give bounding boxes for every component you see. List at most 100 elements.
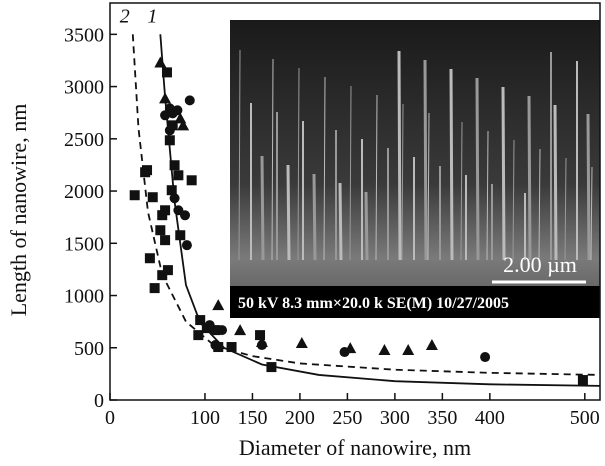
circle-point — [204, 320, 215, 331]
x-tick-label: 150 — [237, 407, 267, 429]
square-point — [155, 225, 166, 236]
x-tick-label: 400 — [475, 407, 505, 429]
sem-inset: 2.00 µm 50 kV 8.3 mm×20.0 k SE(M) 10/27/… — [230, 20, 600, 318]
square-point — [162, 265, 173, 276]
triangle-point — [177, 119, 190, 131]
fit-curve — [131, 34, 601, 376]
wire — [401, 103, 404, 261]
y-tick-label: 500 — [74, 338, 104, 360]
square-point — [157, 270, 168, 281]
circle-point — [169, 193, 180, 204]
wire — [475, 77, 480, 261]
curve-label: 2 — [120, 5, 130, 27]
wire — [260, 155, 265, 261]
caption: 50 kV 8.3 mm×20.0 k SE(M) 10/27/2005 — [238, 295, 509, 312]
wire — [553, 104, 558, 261]
scale-label: 2.00 µm — [503, 252, 577, 277]
wire — [427, 112, 430, 261]
circle-point — [164, 125, 175, 136]
wire — [460, 121, 463, 261]
square-point — [195, 315, 206, 326]
wire — [323, 76, 326, 261]
x-tick-label: 500 — [570, 407, 600, 429]
wire — [338, 182, 343, 261]
circle-point — [184, 95, 195, 106]
triangle-point — [212, 299, 225, 311]
square-point — [167, 120, 178, 131]
wire — [397, 50, 402, 261]
y-tick-label: 1000 — [64, 286, 104, 308]
wire — [312, 173, 317, 261]
square-point — [193, 330, 204, 341]
wire — [286, 164, 291, 261]
circle-point — [217, 325, 228, 336]
x-axis-label: Diameter of nanowire, nm — [239, 435, 471, 460]
wire — [564, 157, 567, 261]
y-axis-label: Length of nanowire, nm — [6, 104, 31, 317]
triangle-point — [295, 337, 308, 349]
wire — [538, 148, 541, 261]
square-point — [149, 283, 160, 294]
square-point — [142, 165, 153, 176]
square-point — [147, 192, 158, 203]
wire — [375, 94, 378, 261]
wire — [512, 139, 515, 261]
wire — [297, 67, 300, 261]
square-point — [129, 190, 140, 201]
triangle-point — [378, 344, 391, 356]
square-point — [169, 160, 180, 171]
wire — [364, 191, 369, 261]
circle-point — [181, 240, 192, 251]
triangle-point — [154, 56, 167, 68]
wire — [238, 49, 241, 261]
y-tick-label: 3500 — [64, 24, 104, 46]
curve-label: 1 — [147, 5, 157, 27]
wire — [423, 59, 428, 261]
square-point — [175, 230, 186, 241]
wire — [349, 85, 352, 261]
triangle-point — [402, 344, 415, 356]
triangle-point — [344, 342, 357, 354]
circle-point — [480, 352, 491, 363]
y-tick-label: 3000 — [64, 77, 104, 99]
square-point — [173, 170, 184, 181]
square-point — [577, 375, 588, 386]
triangle-point — [159, 92, 172, 104]
circle-point — [210, 340, 221, 351]
plot-frame — [109, 2, 601, 401]
square-point — [144, 253, 155, 264]
circle-point — [172, 105, 183, 116]
square-point — [186, 175, 197, 186]
x-tick-label: 200 — [285, 407, 315, 429]
square-point — [164, 135, 175, 146]
wire — [486, 130, 489, 261]
nanowires — [238, 49, 593, 261]
y-tick-label: 2500 — [64, 129, 104, 151]
wire — [527, 95, 532, 261]
x-tick-label: 300 — [380, 407, 410, 429]
x-tick-label: 0 — [105, 407, 115, 429]
circle-point — [180, 210, 191, 221]
square-point — [160, 205, 171, 216]
x-tick-label: 250 — [332, 407, 362, 429]
square-point — [266, 362, 277, 373]
square-point — [160, 235, 171, 246]
square-point — [255, 330, 266, 341]
wire — [586, 113, 591, 261]
wire — [449, 68, 454, 261]
wire — [590, 166, 593, 261]
triangle-point — [425, 339, 438, 351]
triangle-point — [255, 336, 268, 348]
y-tick-label: 1500 — [64, 233, 104, 255]
wire — [271, 58, 274, 261]
square-point — [226, 342, 237, 353]
y-tick-label: 2000 — [64, 181, 104, 203]
x-tick-label: 350 — [427, 407, 457, 429]
caption-bar — [230, 286, 600, 318]
square-point — [210, 325, 221, 336]
square-point — [161, 67, 172, 78]
triangle-point — [234, 324, 247, 336]
wire — [501, 86, 506, 261]
x-tick-label: 100 — [190, 407, 220, 429]
